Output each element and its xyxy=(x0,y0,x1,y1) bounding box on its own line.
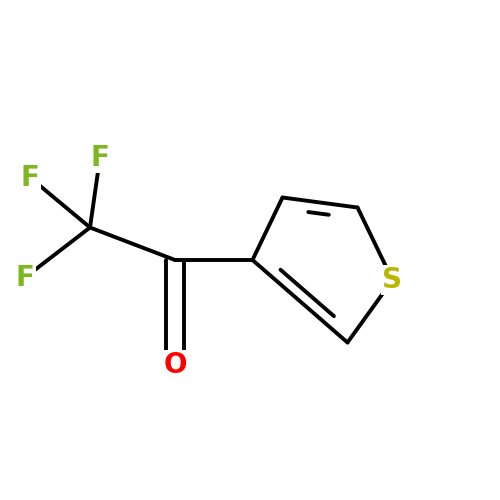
Text: O: O xyxy=(163,351,187,379)
Text: F: F xyxy=(16,264,34,291)
Text: S: S xyxy=(382,266,402,294)
Text: F: F xyxy=(20,164,40,192)
Text: F: F xyxy=(90,144,110,172)
